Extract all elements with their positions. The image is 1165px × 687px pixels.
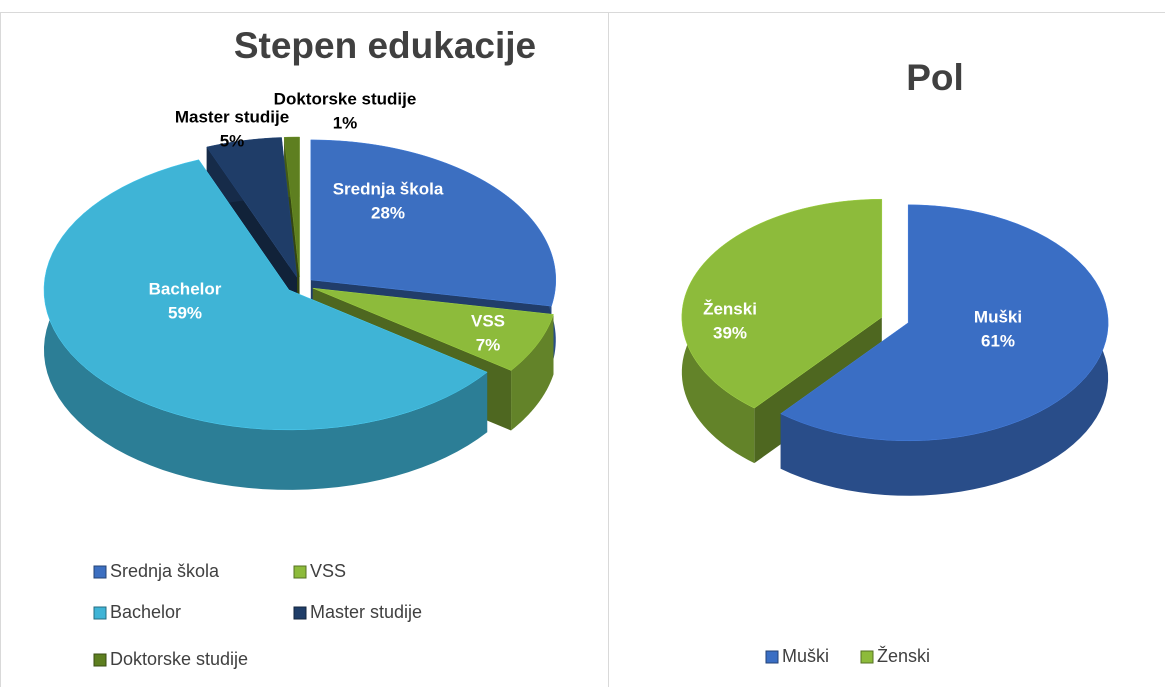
slice [312,287,554,371]
data-label-name: Ženski [703,299,757,318]
data-label: 28% [371,203,405,222]
legend-marker [860,650,874,664]
slice-wall [43,159,488,490]
data-label-name: VSS [471,311,505,330]
data-label: 7% [476,335,501,354]
legend-label: Bachelor [110,602,181,622]
legend-marker [93,565,107,579]
chart-title: Stepen edukacije [234,25,536,66]
data-label: 61% [981,331,1015,350]
legend-marker [293,565,307,579]
legend-label: Muški [782,646,829,666]
chart-title: Pol [906,57,964,98]
legend-label: Doktorske studije [110,649,248,669]
data-label-name: Bachelor [149,279,222,298]
legend-label: Srednja škola [110,561,220,581]
data-label: 39% [713,323,747,342]
data-label-name: Doktorske studije [274,89,417,108]
panel-border [608,12,1165,687]
slice [780,204,1109,442]
slice [283,136,300,278]
data-label: 5% [220,131,245,150]
legend-label: Ženski [877,646,930,666]
slice [310,139,557,307]
slice [206,137,298,278]
legend-marker [293,606,307,620]
legend-marker [93,606,107,620]
data-label-name: Muški [974,307,1022,326]
data-label: 1% [333,113,358,132]
slice [43,159,488,431]
legend-label: Master studije [310,602,422,622]
data-label: 59% [168,303,202,322]
data-label-name: Srednja škola [333,179,444,198]
slice-wall [511,314,554,431]
legend-label: VSS [310,561,346,581]
legend-marker [93,653,107,667]
slice [681,198,883,409]
data-label-name: Master studije [175,107,289,126]
legend-marker [765,650,779,664]
